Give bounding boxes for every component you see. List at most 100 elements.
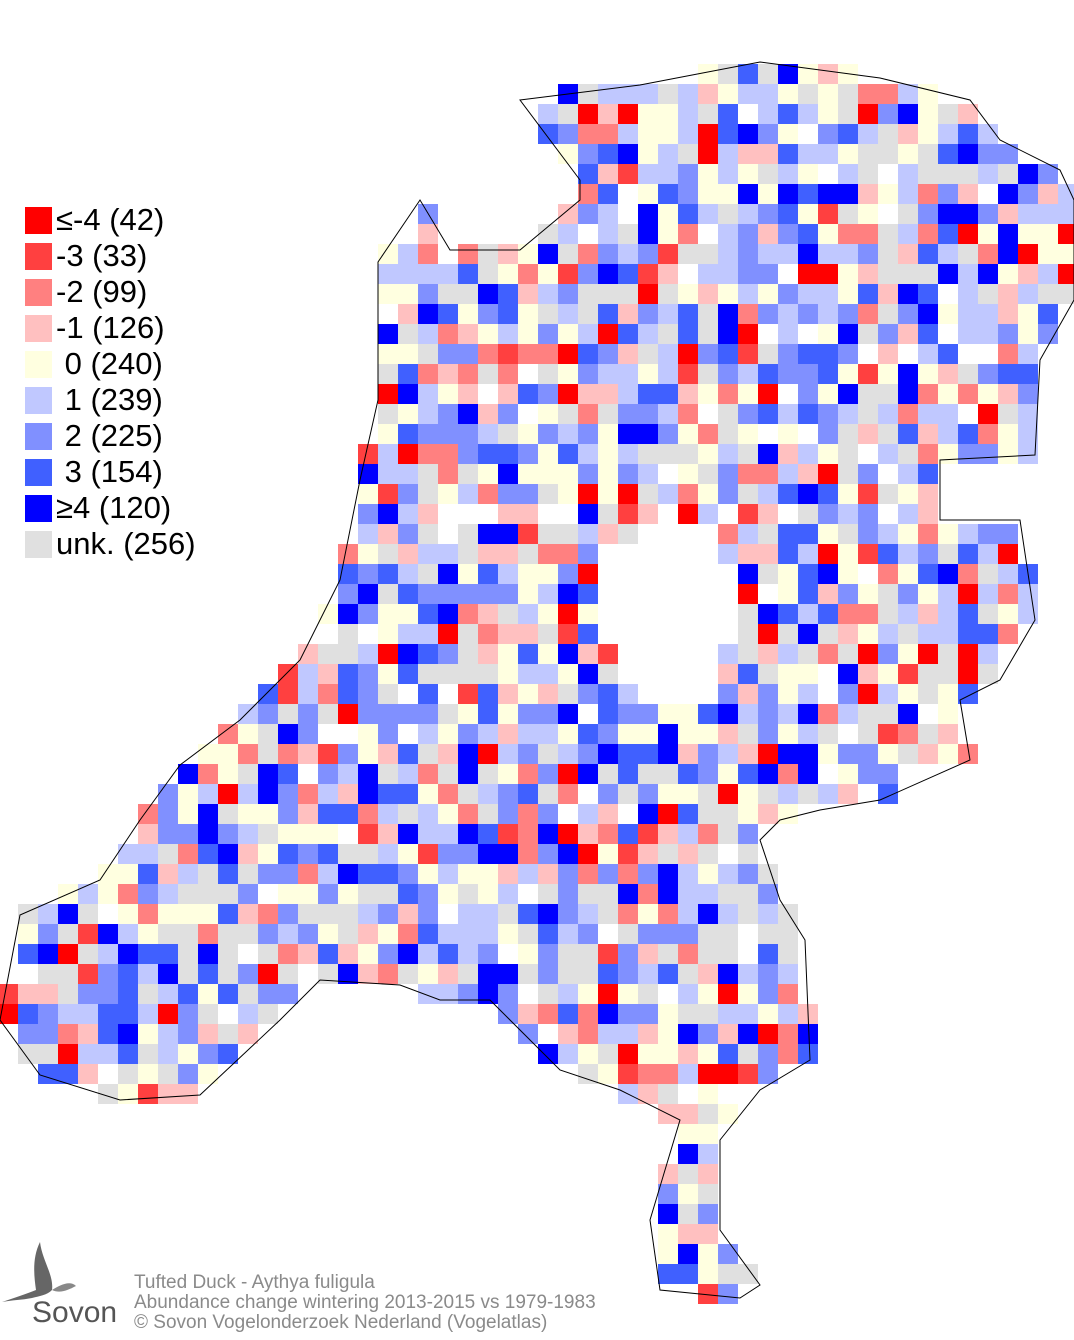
grid-cell [678,844,698,864]
grid-cell [1038,164,1058,184]
grid-cell [438,864,458,884]
legend-label: ≤-4 (42) [56,202,165,237]
grid-cell [358,664,378,684]
grid-cell [758,924,778,944]
grid-cell [1038,224,1058,244]
grid-cell [798,644,818,664]
grid-cell [538,624,558,644]
grid-cell [418,804,438,824]
grid-cell [298,804,318,824]
grid-cell [538,404,558,424]
grid-cell [1018,424,1038,444]
grid-cell [158,844,178,864]
grid-cell [678,1224,698,1244]
grid-cell [958,144,978,164]
grid-cell [598,304,618,324]
grid-cell [918,664,938,684]
grid-cell [878,224,898,244]
grid-cell [698,984,718,1004]
grid-cell [818,204,838,224]
grid-cell [758,384,778,404]
grid-cell [958,184,978,204]
grid-cell [198,844,218,864]
grid-cell [498,1004,518,1024]
grid-cell [518,324,538,344]
grid-cell [378,524,398,544]
grid-cell [658,164,678,184]
grid-cell [898,184,918,204]
grid-cell [198,964,218,984]
grid-cell [898,324,918,344]
grid-cell [758,244,778,264]
grid-cell [558,284,578,304]
grid-cell [758,104,778,124]
grid-cell [558,404,578,424]
grid-cell [458,344,478,364]
grid-cell [578,1044,598,1064]
grid-cell [798,364,818,384]
grid-cell [498,984,518,1004]
grid-cell [478,704,498,724]
grid-cell [538,824,558,844]
grid-cell [918,184,938,204]
grid-cell [958,664,978,684]
grid-cell [238,764,258,784]
grid-cell [178,984,198,1004]
grid-cell [378,664,398,684]
grid-cell [478,944,498,964]
grid-cell [718,204,738,224]
grid-cell [418,784,438,804]
grid-cell [778,604,798,624]
grid-cell [838,204,858,224]
map-caption: Tufted Duck - Aythya fuligula Abundance … [134,1273,596,1333]
grid-cell [598,384,618,404]
grid-cell [978,384,998,404]
grid-cell [758,664,778,684]
grid-cell [398,384,418,404]
grid-cell [778,424,798,444]
grid-cell [778,624,798,644]
grid-cell [338,924,358,944]
grid-cell [38,964,58,984]
grid-cell [218,844,238,864]
grid-cell [898,704,918,724]
grid-cell [578,264,598,284]
grid-cell [178,884,198,904]
grid-cell [618,764,638,784]
grid-cell [978,124,998,144]
grid-cell [818,264,838,284]
grid-cell [678,724,698,744]
grid-cell [418,664,438,684]
grid-cell [918,504,938,524]
grid-cell [698,1284,718,1304]
grid-cell [678,144,698,164]
grid-cell [498,824,518,844]
grid-cell [1018,164,1038,184]
grid-cell [638,744,658,764]
grid-cell [698,144,718,164]
grid-cell [38,904,58,924]
grid-cell [598,844,618,864]
grid-cell [818,504,838,524]
grid-cell [698,384,718,404]
grid-cell [678,1264,698,1284]
grid-cell [518,464,538,484]
grid-cell [418,464,438,484]
grid-cell [458,764,478,784]
grid-cell [758,644,778,664]
grid-cell [858,104,878,124]
grid-cell [418,224,438,244]
grid-cell [758,704,778,724]
grid-cell [338,844,358,864]
grid-cell [498,884,518,904]
grid-cell [758,364,778,384]
grid-cell [558,604,578,624]
grid-cell [398,844,418,864]
grid-cell [218,944,238,964]
grid-cell [858,164,878,184]
grid-cell [618,524,638,544]
grid-cell [498,904,518,924]
grid-cell [478,264,498,284]
grid-cell [378,644,398,664]
grid-cell [738,424,758,444]
